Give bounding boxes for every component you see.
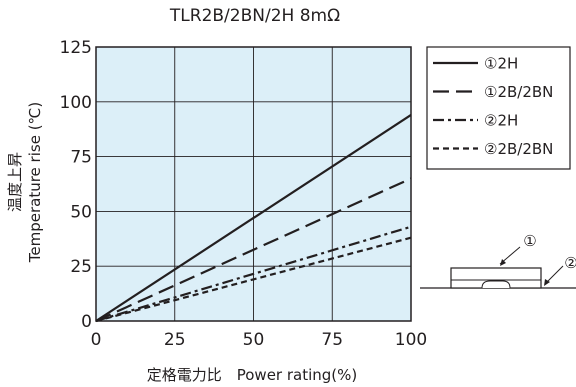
legend-label-1: ①2H: [484, 55, 518, 73]
x-axis-label: 定格電力比 Power rating(%): [147, 366, 358, 384]
y-axis-label-jp: 温度上昇: [6, 152, 24, 212]
y-axis-label-en: Temperature rise (℃): [26, 102, 44, 263]
x-tick-label: 25: [164, 330, 186, 350]
point2-arrowhead: [544, 279, 550, 286]
plot-frame: [95, 46, 412, 322]
legend-box: [426, 46, 571, 170]
x-tick-label: 0: [91, 330, 102, 350]
x-tick-label: 50: [243, 330, 265, 350]
x-tick-label: 100: [395, 330, 427, 350]
y-tick-label: 25: [70, 257, 92, 277]
y-tick-label: 125: [60, 38, 92, 58]
y-tick-label: 75: [70, 148, 92, 168]
resistor-diagram: ① ②: [420, 232, 576, 289]
series-line-1: [95, 114, 412, 322]
series-line-3: [95, 225, 412, 323]
point1-label: ①: [523, 232, 536, 250]
tick-labels: 0 25 50 75 100 0 25 50 75 100 125: [60, 38, 428, 350]
series-line-4: [95, 236, 412, 323]
point2-label: ②: [564, 254, 576, 272]
resistor-element: [481, 280, 511, 289]
y-tick-label: 100: [60, 93, 92, 113]
series-group: [95, 114, 412, 323]
legend-label-4: ②2B/2BN: [484, 140, 553, 158]
y-tick-label: 0: [81, 312, 92, 332]
y-tick-label: 50: [70, 202, 92, 222]
series-line-2: [95, 177, 412, 323]
legend-label-3: ②2H: [484, 112, 518, 130]
chart-title: TLR2B/2BN/2H 8mΩ: [169, 6, 340, 26]
legend-label-2: ①2B/2BN: [484, 83, 553, 101]
point1-arrowhead: [500, 259, 506, 266]
legend: ①2H ①2B/2BN ②2H ②2B/2BN: [426, 46, 571, 170]
gridlines: [96, 47, 411, 321]
x-tick-label: 75: [321, 330, 343, 350]
